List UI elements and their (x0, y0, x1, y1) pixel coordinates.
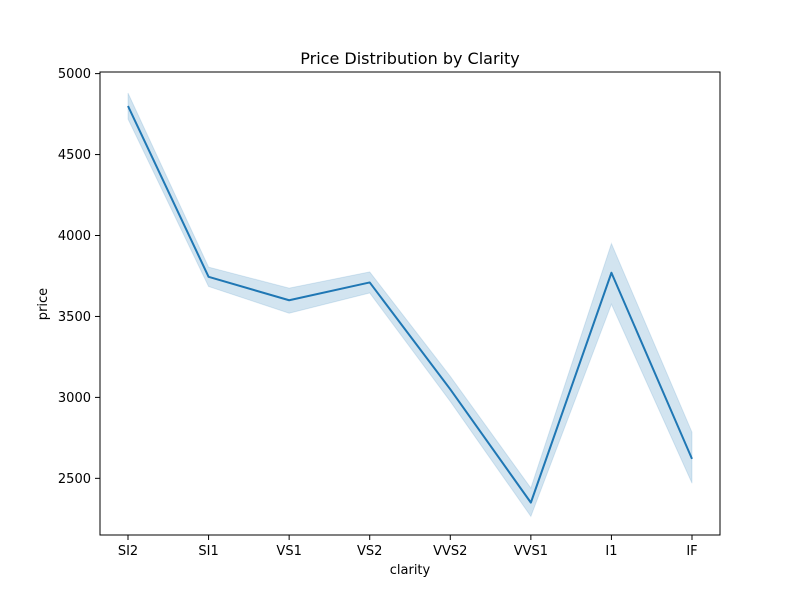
y-tick-label: 2500 (58, 472, 91, 487)
y-tick-label: 4000 (58, 229, 91, 244)
x-tick-label: SI2 (118, 544, 138, 559)
y-tick-label: 5000 (58, 67, 91, 82)
data-point-vs2 (369, 281, 371, 283)
data-point-vs1 (288, 299, 290, 301)
y-tick-label: 3500 (58, 310, 91, 325)
x-tick-label: VVS2 (433, 544, 467, 559)
y-tick-label: 3000 (58, 391, 91, 406)
x-tick-label: SI1 (198, 544, 218, 559)
data-point-si2 (127, 105, 129, 107)
x-axis-label: clarity (390, 563, 431, 578)
series-line (127, 105, 693, 504)
y-axis: 2500 3000 3500 4000 4500 5000 (58, 67, 100, 487)
axes-frame (99, 71, 721, 536)
x-tick-label: VS1 (276, 544, 301, 559)
plot-area (127, 92, 693, 518)
x-tick-label: IF (686, 544, 697, 559)
data-point-i1 (610, 272, 612, 274)
y-axis-label: price (36, 288, 51, 320)
data-point-si1 (208, 276, 210, 278)
confidence-band (127, 92, 693, 518)
x-tick-label: VVS1 (514, 544, 548, 559)
x-tick-label: VS2 (357, 544, 382, 559)
y-tick-label: 4500 (58, 148, 91, 163)
data-point-vvs2 (449, 388, 451, 390)
x-tick-label: I1 (605, 544, 617, 559)
data-point-if (691, 458, 693, 460)
data-point-vvs1 (530, 502, 532, 504)
x-axis: SI2 SI1 VS1 VS2 VVS2 VVS1 I1 IF (118, 535, 698, 559)
chart-title: Price Distribution by Clarity (300, 49, 519, 68)
